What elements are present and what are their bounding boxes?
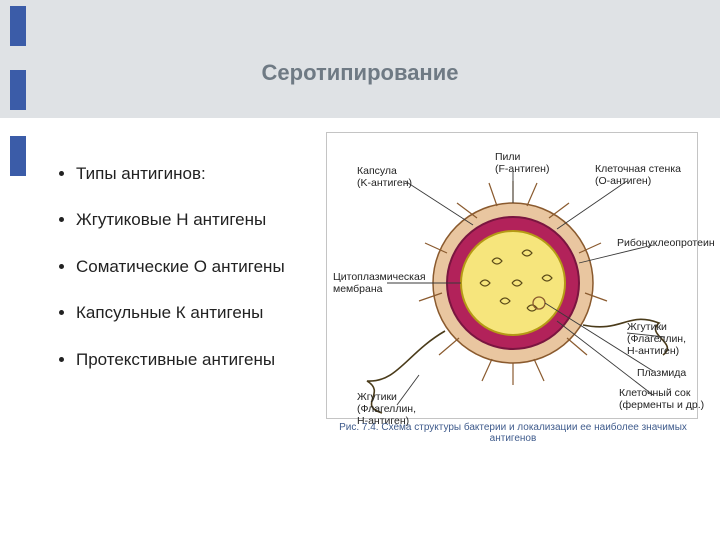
diagram-label: Цитоплазмическаямембрана [333,271,426,295]
accent-bar-1 [10,6,26,46]
figure-caption: Рис. 7.4. Схема структуры бактерии и лок… [328,422,698,444]
diagram-label: Рибонуклеопротеин [617,237,715,249]
diagram-label: Клеточная стенка(O-антиген) [595,163,681,187]
bacterium-diagram: Капсула(K-антиген) Пили(F-антиген) Клеточн… [326,132,698,419]
diagram-label: Жгутики(Флагеллин,H-антиген) [627,321,686,357]
accent-bar-3 [10,136,26,176]
diagram-label: Плазмида [637,367,686,379]
diagram-label: Капсула(K-антиген) [357,165,412,189]
diagram-label: Пили(F-антиген) [495,151,549,175]
slide: Серотипирование Типы антигинов: Жгутиков… [0,0,720,540]
diagram-label: Клеточный сок(ферменты и др.) [619,387,704,411]
header-band [0,0,720,118]
slide-title: Серотипирование [0,60,720,86]
